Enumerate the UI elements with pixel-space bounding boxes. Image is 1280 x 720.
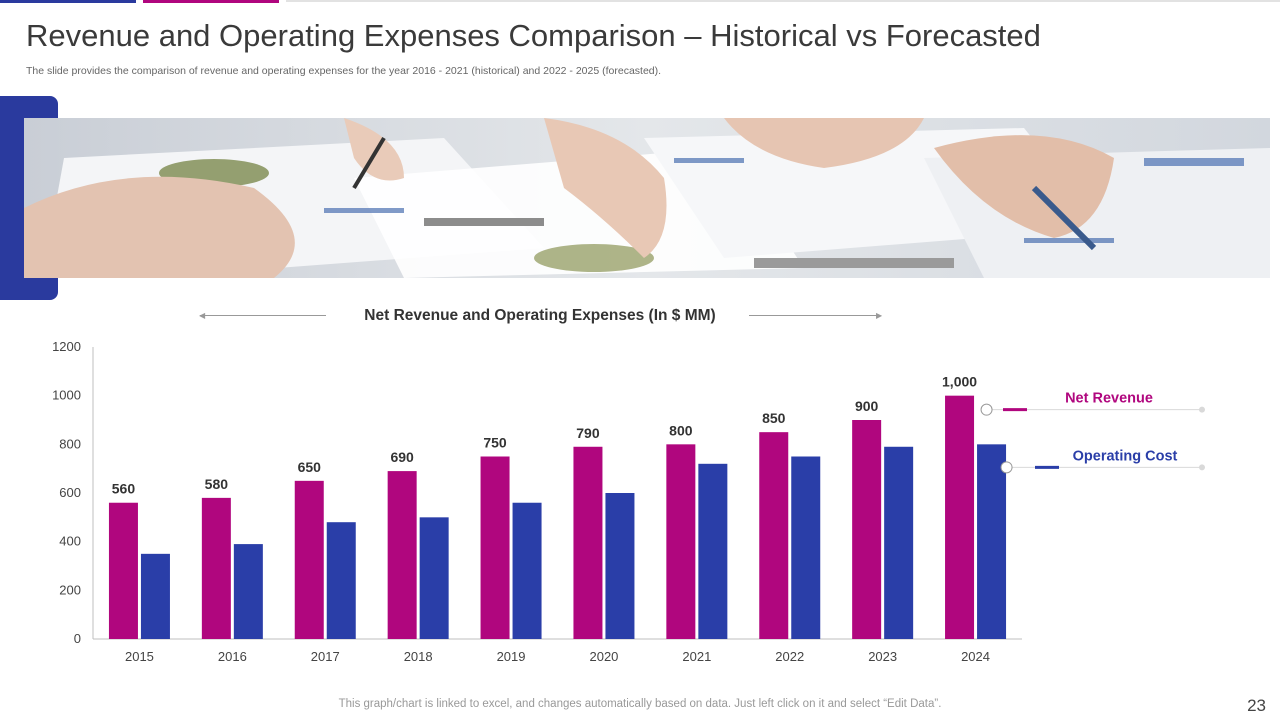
net-revenue-data-label: 750 [483, 435, 507, 451]
top-accent-blue [0, 0, 136, 3]
net-revenue-data-label: 560 [112, 481, 136, 497]
x-tick-label: 2021 [682, 649, 711, 664]
top-accent-magenta [143, 0, 279, 3]
legend-label-net-revenue: Net Revenue [1065, 391, 1153, 407]
chart-title-left-arrow-head: ◀ [199, 311, 206, 320]
net-revenue-data-label: 850 [762, 410, 786, 426]
net-revenue-data-label: 650 [298, 459, 322, 475]
x-tick-label: 2018 [404, 649, 433, 664]
operating-cost-bar [884, 446, 914, 639]
legend-end-dot-operating-cost [1199, 464, 1205, 471]
legend-marker-operating-cost [1000, 461, 1013, 474]
operating-cost-bar [791, 456, 821, 639]
legend-label-operating-cost: Operating Cost [1073, 448, 1178, 464]
net-revenue-bar [666, 444, 696, 639]
net-revenue-bar [294, 480, 324, 639]
slide-title: Revenue and Operating Expenses Compariso… [26, 18, 1041, 53]
x-tick-label: 2019 [497, 649, 526, 664]
y-tick-label: 400 [59, 534, 81, 549]
chart-title-left-arrow [200, 315, 326, 316]
net-revenue-data-label: 800 [669, 422, 693, 438]
y-tick-label: 1000 [52, 388, 81, 403]
operating-cost-bar [233, 544, 263, 639]
operating-cost-bar [512, 502, 542, 639]
net-revenue-bar [201, 497, 231, 639]
net-revenue-bar [108, 502, 138, 639]
top-accent-grey [286, 0, 1280, 2]
banner-photo [24, 118, 1270, 278]
operating-cost-bar [326, 522, 356, 639]
net-revenue-data-label: 900 [855, 398, 879, 414]
net-revenue-bar [945, 395, 975, 639]
net-revenue-bar [759, 432, 789, 639]
operating-cost-bar [605, 493, 635, 639]
footer-note: This graph/chart is linked to excel, and… [338, 698, 942, 710]
legend-end-dot-net-revenue [1199, 406, 1205, 413]
x-tick-label: 2023 [868, 649, 897, 664]
net-revenue-data-label: 690 [390, 449, 414, 465]
net-revenue-bar [573, 446, 603, 639]
x-tick-label: 2020 [589, 649, 618, 664]
x-tick-label: 2024 [961, 649, 990, 664]
chart-title: Net Revenue and Operating Expenses (In $… [364, 307, 716, 324]
x-tick-label: 2017 [311, 649, 340, 664]
x-tick-label: 2022 [775, 649, 804, 664]
slide-subtitle: The slide provides the comparison of rev… [26, 65, 662, 77]
net-revenue-bar [852, 420, 882, 639]
operating-cost-bar [698, 463, 728, 639]
chart-title-right-arrow [749, 315, 879, 316]
x-tick-label: 2015 [125, 649, 154, 664]
operating-cost-bar [419, 517, 449, 639]
y-tick-label: 600 [59, 485, 81, 500]
y-tick-label: 200 [59, 582, 81, 597]
chart-title-right-arrow-head: ▶ [876, 311, 883, 320]
net-revenue-data-label: 790 [576, 425, 600, 441]
operating-cost-bar [140, 553, 170, 639]
net-revenue-data-label: 580 [205, 476, 229, 492]
y-tick-label: 1200 [52, 339, 81, 354]
y-tick-label: 800 [59, 436, 81, 451]
page-number: 23 [1247, 696, 1266, 715]
y-tick-label: 0 [74, 631, 81, 646]
net-revenue-bar [387, 471, 417, 639]
banner-photo-illustration [24, 118, 1270, 278]
net-revenue-data-label: 1,000 [942, 374, 977, 390]
net-revenue-bar [480, 456, 510, 639]
operating-cost-bar [977, 444, 1007, 639]
x-tick-label: 2016 [218, 649, 247, 664]
legend-marker-net-revenue [980, 403, 993, 416]
